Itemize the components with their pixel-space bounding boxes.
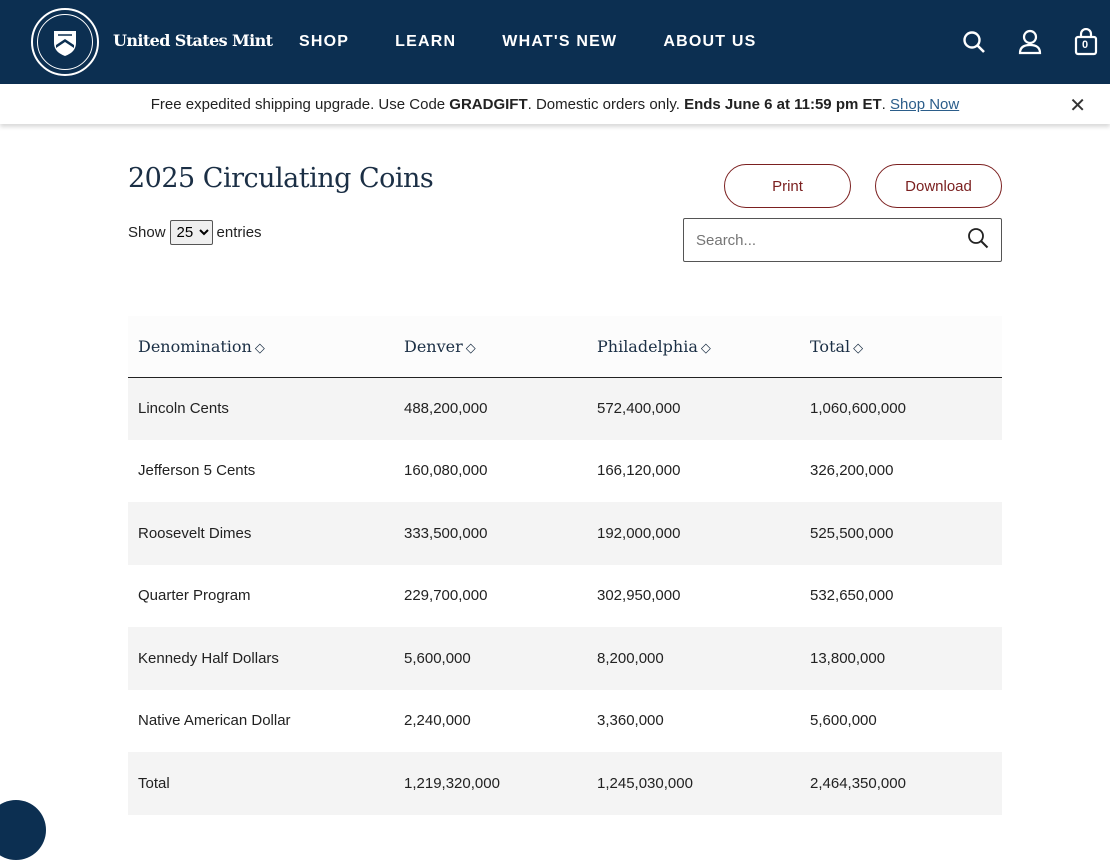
table-row: Quarter Program 229,700,000 302,950,000 532…: [128, 565, 1002, 628]
table-cell: 333,500,000: [394, 502, 587, 565]
table-cell: Lincoln Cents: [128, 377, 394, 440]
entries-control: Show 25 entries: [128, 220, 262, 245]
table-cell: 5,600,000: [810, 712, 877, 730]
table-cell: Kennedy Half Dollars: [128, 627, 394, 690]
search-icon[interactable]: [967, 227, 989, 254]
header-philadelphia[interactable]: Philadelphia ◇: [587, 316, 800, 378]
promo-banner: Free expedited shipping upgrade. Use Cod…: [0, 84, 1110, 124]
sort-icon[interactable]: ◇: [254, 340, 265, 356]
print-button[interactable]: Print: [724, 164, 851, 208]
user-icon[interactable]: [1018, 29, 1042, 55]
menu-shop[interactable]: SHOP: [299, 33, 350, 50]
table-cell: 13,800,000: [800, 627, 1002, 690]
top-nav: United States Mint SHOP LEARN WHAT'S NEW…: [0, 0, 1110, 84]
table-cell: 488,200,000: [394, 377, 587, 440]
table-cell: 3,360,000: [597, 712, 664, 730]
table-cell: 2,240,000: [404, 712, 471, 730]
table-cell: 2,464,350,000: [800, 752, 1002, 815]
table-cell: 572,400,000: [587, 377, 800, 440]
mint-seal-logo[interactable]: [31, 8, 99, 76]
table-cell: Quarter Program: [138, 587, 251, 605]
table-cell: 5,600,000: [394, 627, 587, 690]
table-cell: Total: [128, 752, 394, 815]
table-cell: 525,500,000: [800, 502, 1002, 565]
menu-whats-new[interactable]: WHAT'S NEW: [502, 33, 618, 50]
table-cell: 8,200,000: [587, 627, 800, 690]
table-cell: 326,200,000: [810, 462, 894, 480]
cart-count: 0: [1082, 39, 1089, 51]
table-cell: Roosevelt Dimes: [128, 502, 394, 565]
table-cell: 1,219,320,000: [394, 752, 587, 815]
table-row: Lincoln Cents 488,200,000 572,400,000 1,060…: [128, 377, 1002, 440]
search-icon[interactable]: [962, 30, 986, 54]
entries-label: entries: [216, 224, 262, 241]
shop-now-link[interactable]: Shop Now: [890, 95, 960, 113]
table-cell: 1,060,600,000: [800, 377, 1002, 440]
close-icon[interactable]: ✕: [1069, 95, 1086, 117]
entries-select[interactable]: 25: [169, 220, 213, 245]
sort-icon[interactable]: ◇: [700, 340, 711, 356]
table-cell: 532,650,000: [810, 587, 894, 605]
download-button[interactable]: Download: [875, 164, 1002, 208]
cart-icon[interactable]: 0: [1074, 28, 1098, 56]
table-cell: Jefferson 5 Cents: [138, 462, 256, 480]
promo-text: Free expedited shipping upgrade. Use Cod…: [150, 95, 960, 113]
table-cell: 160,080,000: [404, 462, 488, 480]
menu-learn[interactable]: LEARN: [395, 33, 457, 50]
brand-name[interactable]: United States Mint: [113, 31, 273, 50]
table-row: Roosevelt Dimes 333,500,000 192,000,000 525…: [128, 502, 1002, 565]
table-cell: 192,000,000: [587, 502, 800, 565]
search-input[interactable]: [696, 231, 946, 249]
table-cell: 229,700,000: [404, 587, 488, 605]
header-denver[interactable]: Denver ◇: [394, 316, 587, 378]
table-row: Native American Dollar 2,240,000 3,360,000…: [128, 690, 1002, 753]
table-row: Jefferson 5 Cents 160,080,000 166,120,000 3…: [128, 440, 1002, 503]
table-cell: 166,120,000: [597, 462, 681, 480]
sort-icon[interactable]: ◇: [853, 340, 864, 356]
coins-table: Denomination ◇ Denver ◇ Philadelphia ◇ Tota…: [128, 316, 1002, 815]
header-total[interactable]: Total ◇: [800, 316, 1002, 378]
table-cell: Native American Dollar: [138, 712, 291, 730]
table-row: Kennedy Half Dollars 5,600,000 8,200,000 13…: [128, 627, 1002, 690]
table-cell: 1,245,030,000: [587, 752, 800, 815]
show-label: Show: [128, 224, 166, 241]
sort-icon[interactable]: ◇: [465, 340, 476, 356]
chat-button[interactable]: [0, 800, 46, 860]
table-cell: 302,950,000: [597, 587, 681, 605]
table-row: Total 1,219,320,000 1,245,030,000 2,464,350…: [128, 752, 1002, 815]
search-box[interactable]: [683, 218, 1002, 262]
header-denomination[interactable]: Denomination ◇: [128, 316, 394, 378]
page-title: 2025 Circulating Coins: [128, 163, 434, 194]
menu-about-us[interactable]: ABOUT US: [663, 33, 757, 50]
